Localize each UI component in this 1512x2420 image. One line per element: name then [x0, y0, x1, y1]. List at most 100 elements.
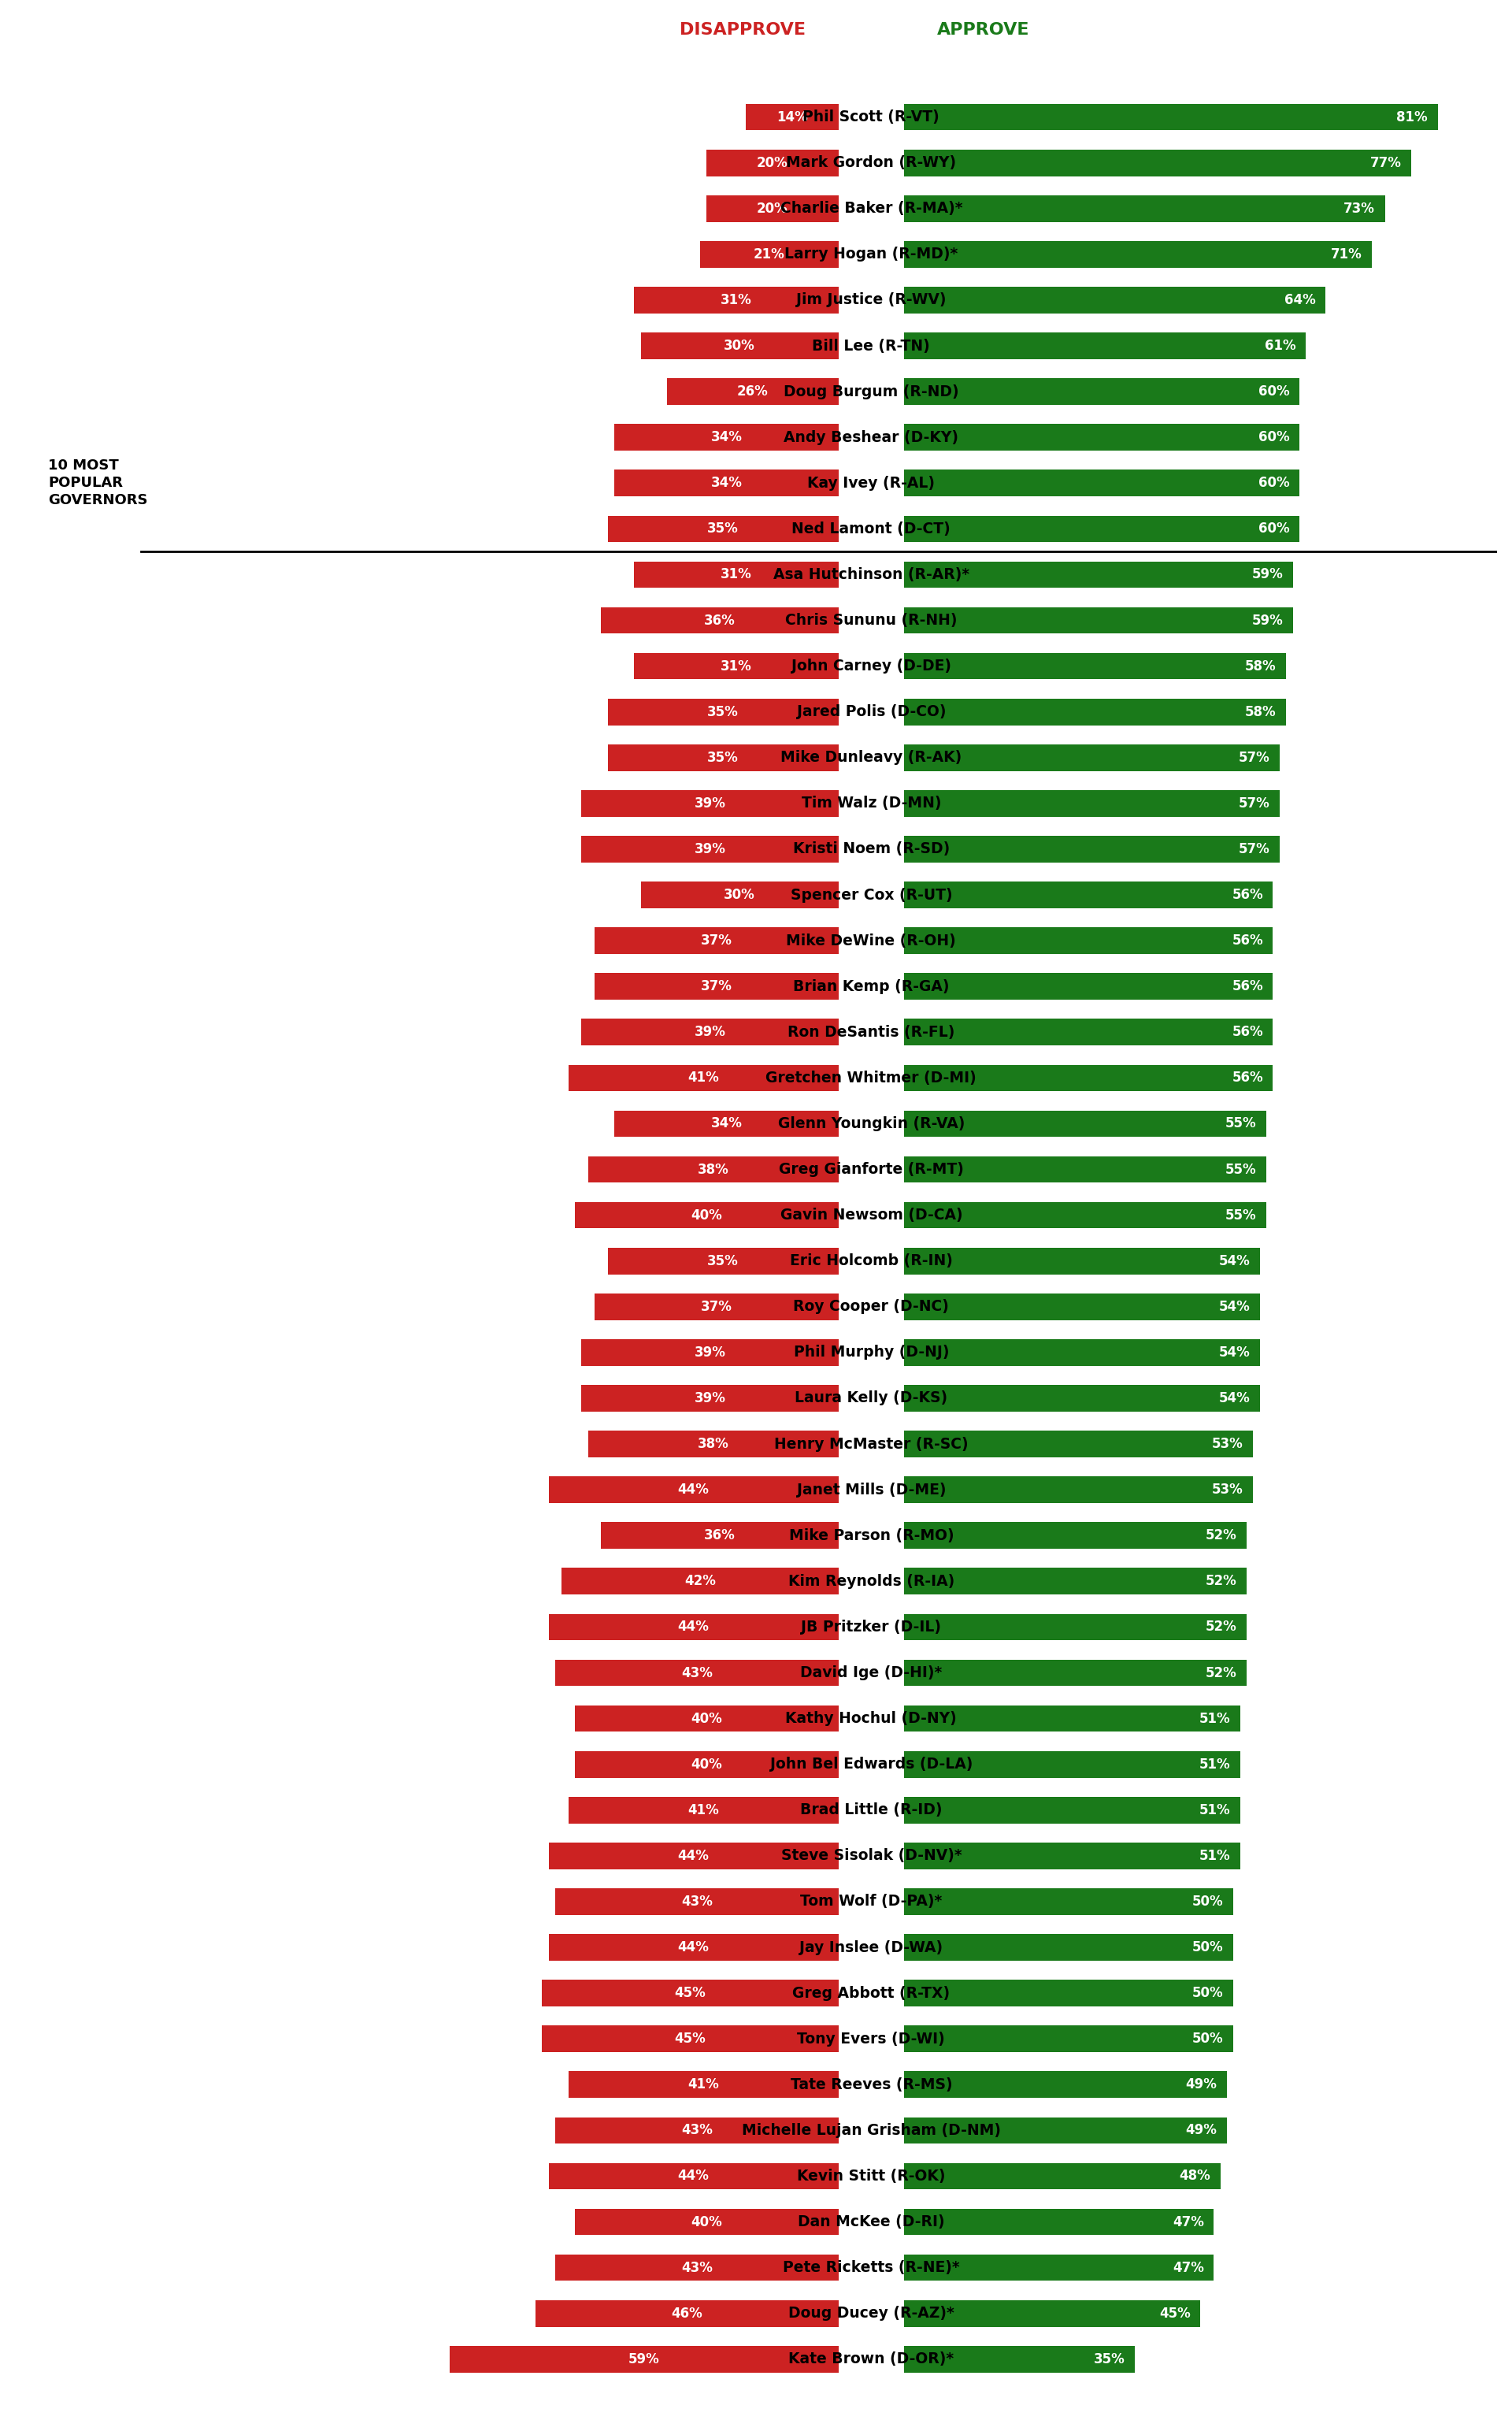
Text: 42%: 42% — [685, 1575, 715, 1588]
Bar — [634, 561, 838, 588]
Bar — [904, 745, 1279, 772]
Text: Mike Parson (R-MO): Mike Parson (R-MO) — [789, 1527, 954, 1544]
Text: 44%: 44% — [677, 1849, 709, 1863]
Text: 50%: 50% — [1193, 1987, 1223, 2001]
Text: 38%: 38% — [697, 1437, 729, 1452]
Text: 39%: 39% — [694, 1391, 726, 1406]
Text: 40%: 40% — [691, 1711, 723, 1725]
Bar — [904, 1476, 1253, 1503]
Text: 51%: 51% — [1199, 1711, 1231, 1725]
Text: Jared Polis (D-CO): Jared Polis (D-CO) — [797, 704, 947, 719]
Text: 31%: 31% — [721, 569, 751, 581]
Text: Kay Ivey (R-AL): Kay Ivey (R-AL) — [807, 477, 934, 491]
Text: 53%: 53% — [1213, 1483, 1243, 1498]
Bar — [904, 332, 1306, 358]
Text: Jay Inslee (D-WA): Jay Inslee (D-WA) — [800, 1941, 943, 1955]
Text: 41%: 41% — [688, 2076, 720, 2091]
Bar — [555, 2255, 838, 2282]
Text: 57%: 57% — [1238, 750, 1270, 765]
Bar — [904, 1660, 1246, 1687]
Text: 49%: 49% — [1185, 2076, 1217, 2091]
Bar — [904, 699, 1287, 726]
Bar — [904, 1842, 1240, 1868]
Text: 35%: 35% — [708, 704, 739, 719]
Text: John Carney (D-DE): John Carney (D-DE) — [791, 658, 951, 673]
Bar — [904, 1338, 1259, 1365]
Bar — [904, 196, 1385, 223]
Text: 58%: 58% — [1244, 658, 1276, 673]
Bar — [706, 150, 838, 177]
Text: Mike DeWine (R-OH): Mike DeWine (R-OH) — [786, 934, 956, 949]
Text: Ron DeSantis (R-FL): Ron DeSantis (R-FL) — [788, 1024, 956, 1041]
Text: 35%: 35% — [708, 523, 739, 535]
Bar — [549, 1476, 838, 1503]
Text: 50%: 50% — [1193, 1895, 1223, 1909]
Text: 57%: 57% — [1238, 796, 1270, 811]
Text: 51%: 51% — [1199, 1803, 1231, 1817]
Text: 21%: 21% — [753, 247, 785, 261]
Text: 47%: 47% — [1172, 2260, 1204, 2275]
Text: 44%: 44% — [677, 2168, 709, 2183]
Text: 53%: 53% — [1213, 1437, 1243, 1452]
Bar — [634, 653, 838, 680]
Bar — [904, 927, 1273, 953]
Text: 45%: 45% — [674, 1987, 706, 2001]
Bar — [594, 927, 838, 953]
Text: 58%: 58% — [1244, 704, 1276, 719]
Text: 37%: 37% — [700, 1300, 732, 1314]
Text: Ned Lamont (D-CT): Ned Lamont (D-CT) — [792, 520, 951, 537]
Text: 41%: 41% — [688, 1072, 720, 1084]
Text: 56%: 56% — [1232, 1072, 1263, 1084]
Text: 43%: 43% — [680, 2260, 712, 2275]
Bar — [608, 699, 838, 726]
Text: 59%: 59% — [1252, 569, 1282, 581]
Text: 52%: 52% — [1205, 1529, 1237, 1542]
Bar — [745, 104, 838, 131]
Bar — [608, 515, 838, 542]
Text: Glenn Youngkin (R-VA): Glenn Youngkin (R-VA) — [777, 1116, 965, 1130]
Text: Kristi Noem (R-SD): Kristi Noem (R-SD) — [792, 842, 950, 857]
Bar — [634, 288, 838, 312]
Bar — [904, 2026, 1234, 2052]
Bar — [904, 653, 1287, 680]
Text: 81%: 81% — [1397, 109, 1427, 123]
Text: 55%: 55% — [1225, 1116, 1256, 1130]
Text: Phil Murphy (D-NJ): Phil Murphy (D-NJ) — [794, 1346, 950, 1360]
Text: Tony Evers (D-WI): Tony Evers (D-WI) — [797, 2030, 945, 2047]
Bar — [904, 1934, 1234, 1960]
Bar — [594, 1292, 838, 1319]
Text: 59%: 59% — [629, 2352, 659, 2367]
Bar — [904, 1522, 1246, 1549]
Bar — [904, 515, 1299, 542]
Text: 36%: 36% — [705, 1529, 735, 1542]
Text: Mark Gordon (R-WY): Mark Gordon (R-WY) — [786, 155, 957, 169]
Text: 30%: 30% — [724, 888, 754, 903]
Text: 55%: 55% — [1225, 1208, 1256, 1222]
Text: 52%: 52% — [1205, 1619, 1237, 1634]
Text: Doug Burgum (R-ND): Doug Burgum (R-ND) — [783, 385, 959, 399]
Text: 26%: 26% — [736, 385, 768, 399]
Bar — [904, 973, 1273, 999]
Text: Kim Reynolds (R-IA): Kim Reynolds (R-IA) — [788, 1573, 954, 1590]
Bar — [614, 1111, 838, 1137]
Bar — [904, 1292, 1259, 1319]
Text: 56%: 56% — [1232, 888, 1263, 903]
Text: Steve Sisolak (D-NV)*: Steve Sisolak (D-NV)* — [780, 1849, 962, 1863]
Text: 37%: 37% — [700, 934, 732, 949]
Bar — [904, 1430, 1253, 1457]
Text: 60%: 60% — [1258, 477, 1290, 491]
Bar — [602, 607, 838, 634]
Bar — [904, 242, 1371, 269]
Text: 43%: 43% — [680, 1895, 712, 1909]
Text: DISAPPROVE: DISAPPROVE — [679, 22, 806, 39]
Text: 54%: 54% — [1219, 1346, 1250, 1360]
Text: Chris Sununu (R-NH): Chris Sununu (R-NH) — [785, 612, 957, 627]
Text: 56%: 56% — [1232, 1026, 1263, 1038]
Bar — [667, 378, 838, 404]
Text: 52%: 52% — [1205, 1575, 1237, 1588]
Bar — [904, 1157, 1267, 1183]
Bar — [582, 1338, 838, 1365]
Bar — [575, 1752, 838, 1779]
Text: Andy Beshear (D-KY): Andy Beshear (D-KY) — [783, 431, 959, 445]
Text: 31%: 31% — [721, 293, 751, 307]
